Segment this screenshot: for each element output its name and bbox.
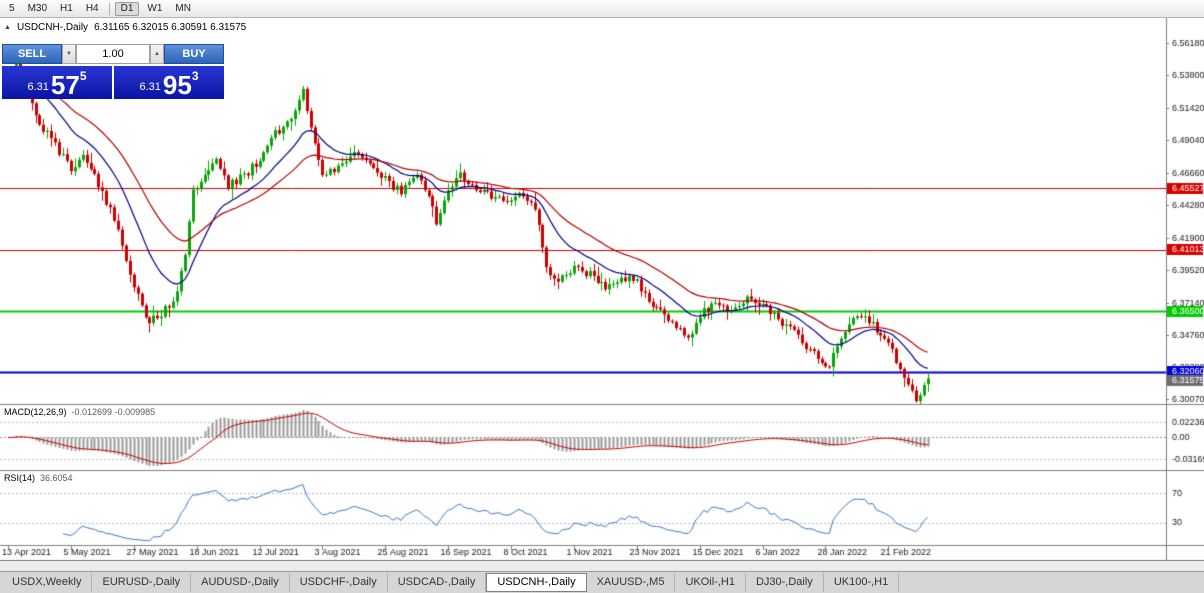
macd-indicator-label: MACD(12,26,9) -0.012699 -0.009985: [4, 407, 155, 417]
buy-price-prefix: 6.31: [139, 81, 161, 93]
chart-tab-usdcnhdaily[interactable]: USDCNH-,Daily: [486, 573, 587, 592]
timeframe-toolbar: 5 M30 H1 H4 D1 W1 MN: [0, 0, 1204, 18]
chart-symbol-label: USDCNH-,Daily: [16, 22, 89, 33]
chart-tab-audusddaily[interactable]: AUDUSD-,Daily: [191, 573, 290, 592]
window-gap: [0, 561, 1204, 571]
timeframe-button-5[interactable]: 5: [9, 2, 15, 14]
buy-price-display[interactable]: 6.31 95 3: [114, 66, 224, 99]
chart-tab-xauusdm5[interactable]: XAUUSD-,M5: [587, 573, 676, 592]
timeframe-button-m30[interactable]: M30: [27, 2, 48, 14]
buy-price-big: 95: [162, 70, 192, 100]
timeframe-button-h1[interactable]: H1: [60, 2, 73, 14]
chart-tab-bar: USDX,Weekly EURUSD-,Daily AUDUSD-,Daily USD…: [0, 571, 1204, 593]
chart-tab-dj30daily[interactable]: DJ30-,Daily: [746, 573, 824, 592]
volume-input[interactable]: [76, 44, 150, 64]
chart-tab-uk100h1[interactable]: UK100-,H1: [824, 573, 900, 592]
macd-values: -0.012699 -0.009985: [71, 407, 156, 417]
rsi-values: 36.6054: [40, 473, 73, 483]
toolbar-separator: [108, 2, 110, 15]
timeframe-button-mn[interactable]: MN: [175, 2, 191, 14]
chart-title-overlay: ▲ USDCNH-,Daily 6.31165 6.32015 6.30591 …: [4, 22, 246, 33]
sell-price-sup: 5: [79, 69, 87, 83]
sell-price-display[interactable]: 6.31 57 5: [2, 66, 112, 99]
timeframe-button-d1[interactable]: D1: [114, 1, 140, 16]
timeframe-button-h4[interactable]: H4: [85, 2, 99, 14]
buy-button[interactable]: BUY: [164, 44, 224, 64]
sell-price-big: 57: [50, 70, 80, 100]
buy-price-sup: 3: [191, 69, 199, 83]
volume-decrease-icon[interactable]: ▼: [62, 44, 76, 64]
collapse-chart-icon[interactable]: ▲: [4, 24, 11, 31]
rsi-indicator-label: RSI(14) 36.6054: [4, 473, 73, 483]
chart-tab-eurusddaily[interactable]: EURUSD-,Daily: [92, 573, 192, 592]
one-click-trade-panel: SELL ▼ ▲ BUY 6.31 57 5 6.31 95 3: [2, 44, 224, 99]
chart-ohlc-values: 6.31165 6.32015 6.30591 6.31575: [94, 22, 247, 33]
sell-button[interactable]: SELL: [2, 44, 62, 64]
chart-tab-usdxweekly[interactable]: USDX,Weekly: [2, 573, 93, 592]
chart-tab-usdchfdaily[interactable]: USDCHF-,Daily: [290, 573, 388, 592]
rsi-name: RSI(14): [4, 473, 36, 483]
chart-tab-usdcaddaily[interactable]: USDCAD-,Daily: [388, 573, 487, 592]
chart-tab-ukoilh1[interactable]: UKOil-,H1: [675, 573, 746, 592]
sell-price-prefix: 6.31: [27, 81, 49, 93]
macd-name: MACD(12,26,9): [4, 407, 67, 417]
volume-increase-icon[interactable]: ▲: [150, 44, 164, 64]
timeframe-button-w1[interactable]: W1: [147, 2, 163, 14]
